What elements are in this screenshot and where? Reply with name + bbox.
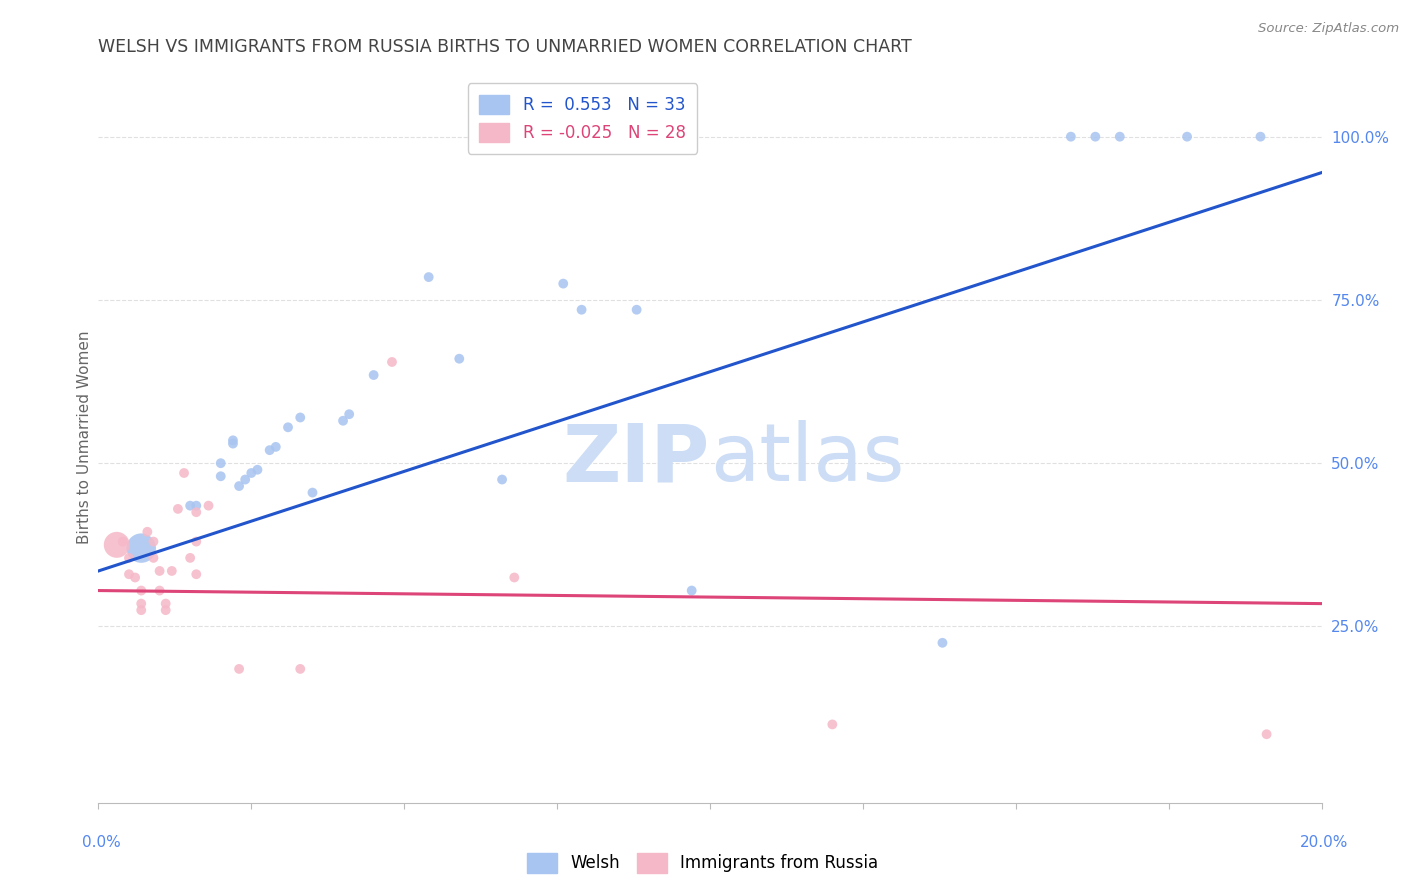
Point xyxy=(155,597,177,611)
Point xyxy=(160,564,183,578)
Point xyxy=(173,466,195,480)
Point xyxy=(118,567,141,582)
Point xyxy=(179,499,201,513)
Y-axis label: Births to Unmarried Women: Births to Unmarried Women xyxy=(77,330,91,544)
Point xyxy=(149,564,172,578)
Point xyxy=(228,479,250,493)
Point xyxy=(129,583,152,598)
Point xyxy=(290,662,312,676)
Point xyxy=(105,538,128,552)
Point xyxy=(290,410,312,425)
Point xyxy=(155,603,177,617)
Point xyxy=(240,466,263,480)
Point xyxy=(118,550,141,565)
Text: 0.0%: 0.0% xyxy=(82,836,121,850)
Point xyxy=(337,407,360,421)
Legend: Welsh, Immigrants from Russia: Welsh, Immigrants from Russia xyxy=(520,847,886,880)
Point xyxy=(301,485,323,500)
Point xyxy=(136,524,159,539)
Legend: R =  0.553   N = 33, R = -0.025   N = 28: R = 0.553 N = 33, R = -0.025 N = 28 xyxy=(468,83,697,153)
Point xyxy=(821,717,844,731)
Point xyxy=(222,434,245,448)
Point xyxy=(626,302,648,317)
Point xyxy=(142,534,165,549)
Point xyxy=(186,505,208,519)
Point xyxy=(1084,129,1107,144)
Point xyxy=(179,550,201,565)
Point xyxy=(228,662,250,676)
Point xyxy=(491,473,513,487)
Point xyxy=(418,270,440,285)
Text: ZIP: ZIP xyxy=(562,420,710,498)
Point xyxy=(246,463,269,477)
Point xyxy=(149,583,172,598)
Point xyxy=(449,351,471,366)
Text: WELSH VS IMMIGRANTS FROM RUSSIA BIRTHS TO UNMARRIED WOMEN CORRELATION CHART: WELSH VS IMMIGRANTS FROM RUSSIA BIRTHS T… xyxy=(98,38,912,56)
Point xyxy=(186,567,208,582)
Point xyxy=(1108,129,1130,144)
Point xyxy=(681,583,703,598)
Text: 20.0%: 20.0% xyxy=(1301,836,1348,850)
Point xyxy=(553,277,575,291)
Point xyxy=(111,534,134,549)
Point xyxy=(1249,129,1271,144)
Point xyxy=(259,443,281,458)
Point xyxy=(209,469,232,483)
Point xyxy=(129,597,152,611)
Point xyxy=(129,603,152,617)
Point xyxy=(233,473,256,487)
Point xyxy=(503,570,526,584)
Point xyxy=(1060,129,1083,144)
Point xyxy=(167,502,190,516)
Point xyxy=(186,534,208,549)
Point xyxy=(332,414,354,428)
Point xyxy=(129,541,152,555)
Point xyxy=(222,436,245,450)
Point xyxy=(277,420,299,434)
Text: atlas: atlas xyxy=(710,420,904,498)
Text: Source: ZipAtlas.com: Source: ZipAtlas.com xyxy=(1258,22,1399,36)
Point xyxy=(1175,129,1198,144)
Point xyxy=(197,499,219,513)
Point xyxy=(142,550,165,565)
Point xyxy=(1256,727,1278,741)
Point xyxy=(186,499,208,513)
Point xyxy=(931,636,953,650)
Point xyxy=(571,302,593,317)
Point xyxy=(363,368,385,382)
Point xyxy=(209,456,232,470)
Point xyxy=(124,570,146,584)
Point xyxy=(381,355,404,369)
Point xyxy=(264,440,287,454)
